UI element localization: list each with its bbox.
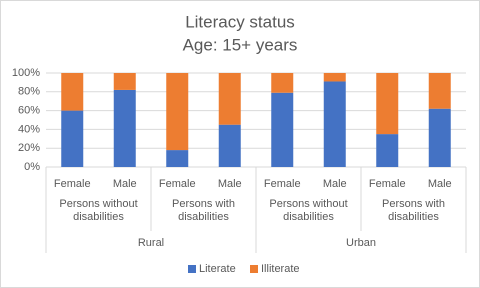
x-tick-label: Male <box>323 178 347 190</box>
y-tick-label: 0% <box>24 161 40 173</box>
x-tick-label: Male <box>113 178 137 190</box>
group-label: Urban <box>346 237 376 249</box>
legend-label: Illiterate <box>261 263 300 275</box>
x-tick-label: Male <box>218 178 242 190</box>
y-tick-label: 100% <box>12 67 40 79</box>
y-tick-label: 80% <box>18 86 40 98</box>
bar <box>166 73 189 151</box>
legend-swatch <box>188 265 196 273</box>
bar <box>376 73 399 135</box>
y-tick-label: 60% <box>18 105 40 117</box>
y-tick-label: 40% <box>18 123 40 135</box>
bar <box>323 73 346 82</box>
bar <box>218 124 241 167</box>
x-tick-label: Female <box>159 178 196 190</box>
bar <box>271 73 294 93</box>
subgroup-label: Persons with disabilities <box>172 198 235 223</box>
chart-subtitle: Age: 15+ years <box>183 35 298 54</box>
x-tick-label: Female <box>264 178 301 190</box>
subgroup-label: Persons with disabilities <box>382 198 445 223</box>
subgroup-label: Persons without disabilities <box>59 198 138 223</box>
bar <box>376 134 399 167</box>
y-tick-label: 20% <box>18 142 40 154</box>
bar <box>271 92 294 167</box>
x-tick-label: Male <box>428 178 452 190</box>
bar <box>113 73 136 90</box>
x-tick-label: Female <box>369 178 406 190</box>
bar <box>323 81 346 167</box>
legend-label: Literate <box>199 263 236 275</box>
bar <box>113 89 136 167</box>
bar <box>428 108 451 167</box>
bar <box>166 150 189 167</box>
chart-title: Literacy status <box>185 12 295 31</box>
bar <box>61 73 84 111</box>
bar <box>428 73 451 109</box>
bar <box>61 110 84 167</box>
x-tick-label: Female <box>54 178 91 190</box>
legend-swatch <box>250 265 258 273</box>
bar <box>218 73 241 125</box>
subgroup-label: Persons without disabilities <box>269 198 348 223</box>
group-label: Rural <box>138 237 164 249</box>
